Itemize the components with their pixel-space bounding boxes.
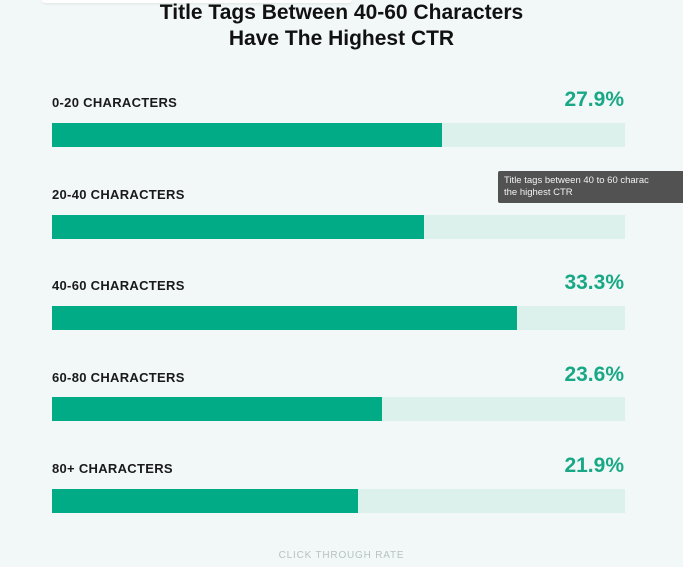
- tooltip-line-1: Title tags between 40 to 60 charac: [504, 175, 649, 186]
- x-axis-label: CLICK THROUGH RATE: [278, 550, 405, 561]
- chart-title: Title Tags Between 40-60 Characters Have…: [0, 0, 683, 52]
- bar[interactable]: [52, 489, 358, 513]
- bar-track: [52, 215, 625, 239]
- bar[interactable]: [52, 123, 442, 147]
- value-label: 33.3%: [564, 271, 624, 294]
- category-label: 60-80 CHARACTERS: [52, 370, 185, 385]
- value-label: 23.6%: [564, 363, 624, 386]
- category-label: 80+ CHARACTERS: [52, 461, 173, 476]
- category-label: 20-40 CHARACTERS: [52, 187, 185, 202]
- bar-track: [52, 397, 625, 421]
- category-label: 40-60 CHARACTERS: [52, 278, 185, 293]
- chart-title-line-1: Title Tags Between 40-60 Characters: [159, 1, 524, 24]
- value-label: 21.9%: [564, 454, 624, 477]
- bar-track: [52, 489, 625, 513]
- chart-title-line-2: Have The Highest CTR: [228, 27, 455, 50]
- bar[interactable]: [52, 306, 517, 330]
- value-label: 27.9%: [564, 88, 624, 111]
- tooltip-line-2: the highest CTR: [504, 186, 573, 198]
- bar-track: [52, 123, 625, 147]
- hover-tooltip: Title tags between 40 to 60 charac the h…: [498, 171, 683, 203]
- bar[interactable]: [52, 215, 424, 239]
- top-tab-edge: [42, 0, 352, 3]
- category-label: 0-20 CHARACTERS: [52, 95, 178, 110]
- bar-track: [52, 306, 625, 330]
- bar[interactable]: [52, 397, 382, 421]
